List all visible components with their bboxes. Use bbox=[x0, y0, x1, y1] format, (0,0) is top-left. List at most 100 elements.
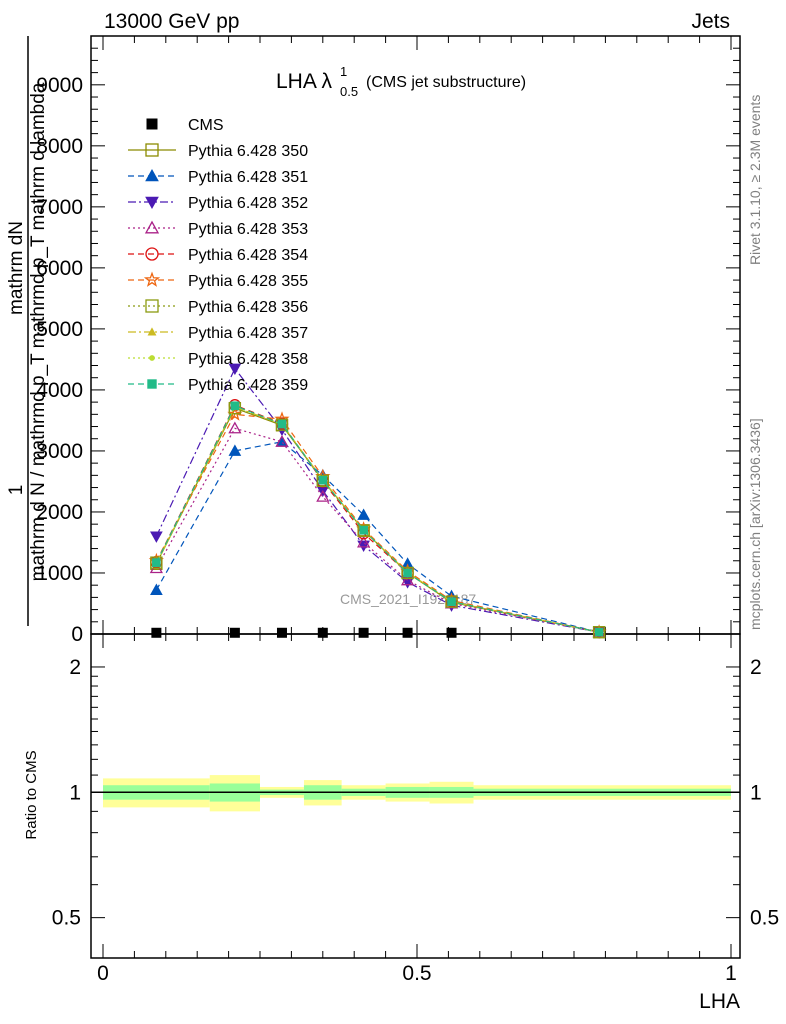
data-point bbox=[228, 363, 242, 376]
legend-marker bbox=[145, 196, 159, 210]
data-point bbox=[401, 566, 414, 580]
data-point bbox=[403, 568, 412, 578]
ylabel-numerator: mathrm dN bbox=[6, 221, 27, 315]
plot-title-main: LHA λ bbox=[276, 70, 333, 93]
ratio-ytick-label: 1 bbox=[69, 781, 81, 804]
legend-item: Pythia 6.428 358 bbox=[128, 351, 308, 368]
legend-marker bbox=[147, 327, 157, 336]
legend-label: Pythia 6.428 354 bbox=[188, 247, 308, 264]
ytick-label: 7000 bbox=[36, 196, 83, 219]
data-point bbox=[227, 406, 243, 421]
ratio-bands bbox=[91, 775, 740, 812]
data-point bbox=[228, 444, 242, 456]
xlabel: LHA bbox=[699, 990, 740, 1013]
ylabel-fraction: 1 bbox=[6, 485, 27, 496]
data-point bbox=[150, 556, 163, 569]
plot-title-note: (CMS jet substructure) bbox=[366, 74, 526, 91]
data-point bbox=[316, 489, 330, 502]
ytick-label: 0 bbox=[71, 623, 83, 646]
legend-label: Pythia 6.428 351 bbox=[188, 169, 308, 186]
plot-title-sub: 0.5 bbox=[340, 84, 358, 99]
data-point bbox=[228, 421, 242, 434]
ratio-ytick-label: 0.5 bbox=[52, 907, 81, 930]
ytick-label: 6000 bbox=[36, 257, 83, 280]
ratio-ylabel: Ratio to CMS bbox=[23, 750, 40, 839]
ytick-label: 2000 bbox=[36, 501, 83, 524]
data-point bbox=[359, 525, 368, 535]
ytick-label: 9000 bbox=[36, 74, 83, 97]
legend-item: Pythia 6.428 353 bbox=[128, 220, 308, 238]
series-line bbox=[155, 413, 600, 633]
data-point bbox=[445, 595, 458, 608]
ytick-label: 5000 bbox=[36, 318, 83, 341]
plot-title: LHA λ 1 0.5 (CMS jet substructure) bbox=[276, 64, 526, 99]
legend-item: Pythia 6.428 351 bbox=[128, 168, 308, 186]
legend-label: Pythia 6.428 357 bbox=[188, 325, 308, 342]
data-point bbox=[357, 535, 371, 548]
data-point bbox=[357, 524, 370, 538]
header-left: 13000 GeV pp bbox=[104, 10, 239, 33]
ratio-frame bbox=[90, 633, 741, 959]
legend-label: Pythia 6.428 358 bbox=[188, 351, 308, 368]
data-point bbox=[275, 418, 289, 431]
side-text-top: Rivet 3.1.10, ≥ 2.3M events bbox=[747, 95, 763, 265]
ylabel-denominator: mathrm d N / mathrmd p_T mathrmd p_T mat… bbox=[28, 82, 49, 581]
data-point bbox=[446, 627, 457, 638]
legend-item: CMS bbox=[146, 117, 224, 134]
data-point bbox=[400, 573, 415, 586]
series-cms bbox=[151, 627, 457, 638]
data-point bbox=[357, 508, 370, 520]
ratio-ytick-label-right: 1 bbox=[750, 781, 762, 804]
series-line bbox=[155, 405, 600, 633]
data-point bbox=[358, 627, 369, 638]
series-layer bbox=[148, 363, 607, 639]
data-point bbox=[357, 540, 370, 553]
legend-item: Pythia 6.428 352 bbox=[128, 195, 308, 212]
ytick-label: 1000 bbox=[36, 562, 83, 585]
ratio-ytick-label-right: 0.5 bbox=[750, 907, 779, 930]
legend-label: Pythia 6.428 359 bbox=[188, 377, 308, 394]
legend-label: Pythia 6.428 353 bbox=[188, 221, 308, 238]
data-point bbox=[402, 627, 413, 638]
data-point bbox=[317, 627, 328, 638]
ratio-ytick-label-right: 2 bbox=[750, 656, 762, 679]
header-right: Jets bbox=[691, 10, 730, 33]
data-point bbox=[152, 558, 161, 567]
legend-label: Pythia 6.428 352 bbox=[188, 195, 308, 212]
data-point bbox=[150, 583, 163, 595]
legend-marker bbox=[145, 143, 159, 157]
legend-marker bbox=[145, 299, 159, 313]
legend-item: Pythia 6.428 357 bbox=[128, 325, 308, 342]
xtick-label: 0 bbox=[97, 962, 109, 985]
xtick-label: 1 bbox=[725, 962, 737, 985]
legend-label: Pythia 6.428 356 bbox=[188, 299, 308, 316]
xtick-label: 0.5 bbox=[402, 962, 431, 985]
data-point bbox=[229, 627, 240, 638]
legend-item: Pythia 6.428 354 bbox=[128, 247, 308, 264]
legend: CMS Pythia 6.428 350 Pythia 6.428 351 Pythi… bbox=[128, 117, 308, 394]
data-point bbox=[275, 434, 289, 447]
legend-item: Pythia 6.428 356 bbox=[128, 299, 308, 316]
legend-marker bbox=[145, 168, 159, 182]
ytick-label: 3000 bbox=[36, 440, 83, 463]
series-pythia-6-428-359 bbox=[152, 401, 604, 637]
data-point bbox=[230, 401, 240, 411]
legend-marker bbox=[145, 247, 159, 261]
legend-marker bbox=[149, 355, 155, 361]
data-point bbox=[276, 627, 287, 638]
legend-marker bbox=[143, 271, 161, 287]
data-point bbox=[318, 475, 328, 485]
ytick-label: 4000 bbox=[36, 379, 83, 402]
data-point bbox=[447, 597, 456, 607]
plot-title-sup: 1 bbox=[340, 64, 347, 79]
data-point bbox=[151, 627, 162, 638]
data-point bbox=[277, 419, 287, 429]
data-point bbox=[594, 627, 604, 637]
series-line bbox=[155, 406, 600, 633]
legend-label: Pythia 6.428 355 bbox=[188, 273, 308, 290]
legend-item: Pythia 6.428 359 bbox=[128, 377, 308, 394]
series-line bbox=[155, 367, 600, 633]
data-point bbox=[150, 531, 163, 543]
legend-marker bbox=[144, 220, 160, 234]
ratio-ytick-label: 2 bbox=[69, 656, 81, 679]
